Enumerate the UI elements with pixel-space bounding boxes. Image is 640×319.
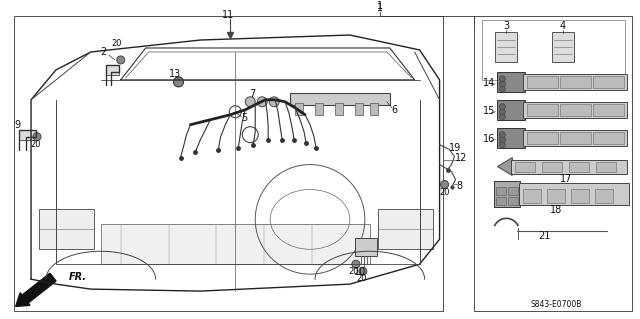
Text: S843-E0700B: S843-E0700B	[531, 300, 582, 308]
Bar	[508, 188, 518, 196]
Bar	[527, 76, 558, 88]
Bar	[527, 104, 558, 116]
Circle shape	[269, 97, 279, 107]
Bar	[290, 93, 390, 105]
Bar	[14, 16, 442, 311]
Bar	[524, 189, 541, 204]
Bar	[593, 76, 624, 88]
Bar	[560, 104, 591, 116]
Bar	[524, 130, 627, 146]
Text: 16: 16	[483, 134, 495, 144]
Bar	[106, 65, 119, 75]
Bar	[497, 72, 525, 92]
Text: 17: 17	[560, 174, 572, 183]
Text: 5: 5	[241, 113, 248, 123]
Circle shape	[499, 86, 506, 92]
Bar	[527, 132, 558, 144]
Bar	[100, 224, 370, 264]
Circle shape	[499, 132, 506, 138]
Text: 18: 18	[550, 205, 563, 215]
Text: 12: 12	[455, 152, 468, 163]
Circle shape	[499, 81, 506, 87]
Bar	[571, 189, 589, 204]
Circle shape	[499, 76, 506, 82]
Text: 6: 6	[392, 105, 398, 115]
Text: 19: 19	[449, 143, 461, 152]
Text: 20: 20	[111, 40, 122, 48]
Circle shape	[359, 267, 367, 275]
Bar	[483, 20, 625, 80]
Bar	[335, 103, 343, 115]
Bar	[524, 102, 627, 118]
Bar	[560, 76, 591, 88]
Text: 1: 1	[377, 3, 383, 13]
Bar	[497, 100, 525, 120]
Bar	[355, 103, 363, 115]
Circle shape	[499, 142, 506, 148]
Circle shape	[499, 104, 506, 110]
Circle shape	[499, 137, 506, 143]
Bar	[39, 209, 94, 249]
Bar	[315, 103, 323, 115]
Bar	[552, 32, 574, 62]
Bar	[355, 238, 377, 256]
Bar	[19, 130, 36, 140]
Circle shape	[33, 133, 41, 141]
Bar	[593, 132, 624, 144]
Bar	[295, 103, 303, 115]
Bar	[515, 161, 535, 172]
Text: 1: 1	[377, 1, 383, 11]
Bar	[370, 103, 378, 115]
Circle shape	[499, 114, 506, 120]
Circle shape	[173, 77, 184, 87]
Text: 11: 11	[222, 10, 234, 20]
Text: 15: 15	[483, 106, 495, 116]
Text: 13: 13	[170, 69, 182, 79]
Text: 8: 8	[456, 182, 463, 191]
Bar	[519, 183, 629, 205]
Text: 4: 4	[560, 21, 566, 31]
Circle shape	[352, 260, 360, 268]
Bar	[494, 182, 520, 207]
Circle shape	[499, 109, 506, 115]
Text: 10: 10	[354, 267, 366, 277]
Bar	[569, 161, 589, 172]
Bar	[511, 160, 627, 174]
Circle shape	[116, 56, 125, 64]
Text: 20: 20	[356, 274, 367, 283]
Text: 9: 9	[14, 120, 20, 130]
Text: 7: 7	[249, 89, 255, 99]
FancyArrow shape	[15, 273, 56, 307]
Bar	[547, 189, 565, 204]
Text: 20: 20	[31, 140, 41, 149]
Bar	[596, 161, 616, 172]
Text: 3: 3	[503, 21, 509, 31]
Bar	[593, 104, 624, 116]
Bar	[497, 197, 506, 205]
Bar	[595, 189, 613, 204]
Bar	[497, 128, 525, 148]
Text: 14: 14	[483, 78, 495, 88]
Text: 20: 20	[349, 267, 359, 276]
Circle shape	[440, 181, 449, 189]
Circle shape	[245, 97, 255, 107]
Text: 2: 2	[100, 47, 107, 57]
Polygon shape	[497, 158, 512, 175]
Bar	[560, 132, 591, 144]
Text: 20: 20	[439, 188, 450, 197]
Text: 21: 21	[538, 231, 550, 241]
Bar	[508, 197, 518, 205]
Bar	[495, 32, 517, 62]
Text: FR.: FR.	[69, 272, 87, 282]
Bar	[524, 74, 627, 90]
Bar	[542, 161, 562, 172]
Bar	[474, 16, 632, 311]
Bar	[497, 188, 506, 196]
Bar	[378, 209, 433, 249]
Circle shape	[257, 97, 267, 107]
